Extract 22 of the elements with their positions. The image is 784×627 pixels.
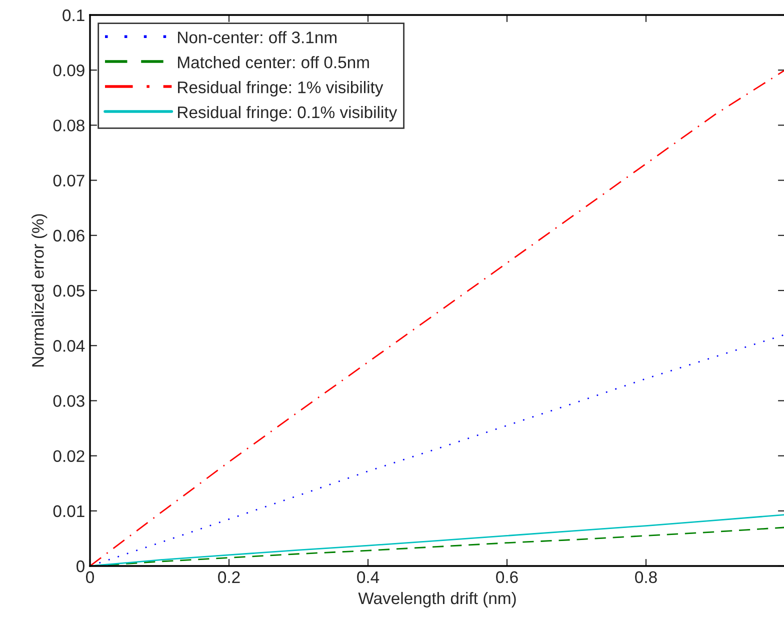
y-tick-label: 0.02 xyxy=(53,450,84,462)
x-tick-label: 0.4 xyxy=(357,571,380,584)
y-tick-label: 0.04 xyxy=(53,340,85,352)
x-tick-label: 0.2 xyxy=(218,571,240,584)
y-tick-label: 0.07 xyxy=(53,174,84,187)
y-tick-label: 0 xyxy=(76,560,84,572)
x-tick-label: 0.8 xyxy=(635,571,657,584)
y-axis-title: Normalized error (%) xyxy=(32,214,48,366)
y-tick-label: 0.06 xyxy=(53,230,84,242)
y-tick-label: 0.05 xyxy=(53,284,84,297)
y-tick-label: 0.08 xyxy=(53,120,84,132)
y-tick-label: 0.03 xyxy=(53,395,84,407)
legend-label: Residual fringe: 1% visibility xyxy=(178,81,384,97)
y-tick-label: 0.1 xyxy=(62,9,84,22)
legend-label: Residual fringe: 0.1% visibility xyxy=(178,106,398,122)
x-tick-label: 0 xyxy=(86,571,94,584)
x-axis-title: Wavelength drift (nm) xyxy=(358,592,516,608)
x-tick-label: 0.6 xyxy=(496,571,518,584)
legend-label: Non-center: off 3.1nm xyxy=(178,31,336,44)
y-tick-label: 0.09 xyxy=(53,64,84,76)
y-tick-label: 0.01 xyxy=(53,505,84,518)
legend-label: Matched center: off 0.5nm xyxy=(178,56,369,68)
